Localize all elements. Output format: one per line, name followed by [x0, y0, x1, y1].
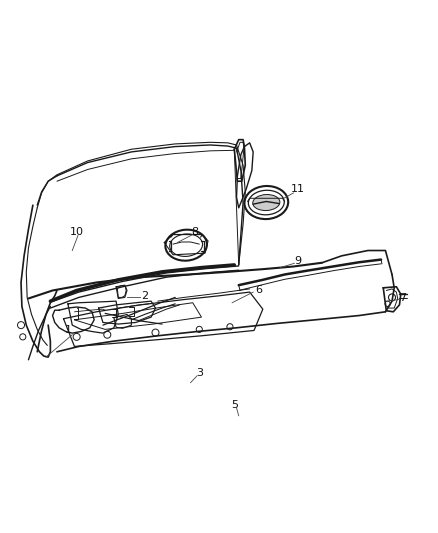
Text: 1: 1	[64, 326, 71, 335]
Text: 5: 5	[231, 400, 238, 410]
Text: 8: 8	[191, 227, 198, 237]
Text: 6: 6	[255, 286, 262, 295]
Text: 10: 10	[70, 227, 84, 237]
Ellipse shape	[253, 195, 280, 211]
Text: 3: 3	[196, 368, 203, 378]
Text: 9: 9	[294, 256, 301, 266]
Text: 11: 11	[291, 184, 305, 194]
Text: 7: 7	[399, 294, 406, 303]
Text: 2: 2	[141, 291, 148, 301]
